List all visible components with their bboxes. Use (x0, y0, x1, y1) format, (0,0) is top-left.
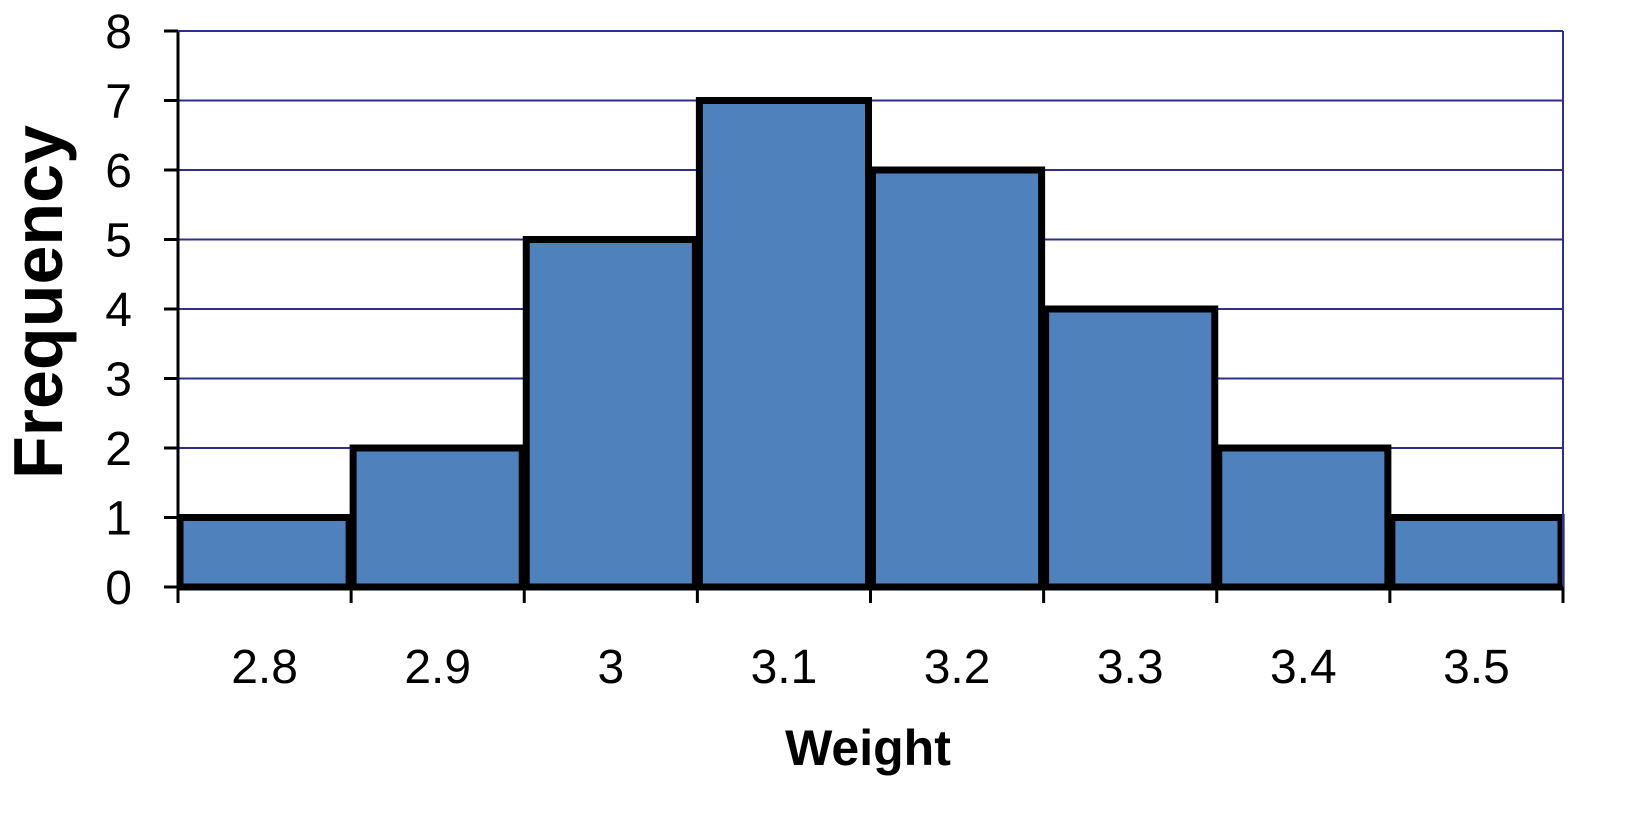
bar (869, 166, 1046, 591)
y-tick-label: 0 (105, 562, 132, 615)
y-axis-title: Frequency (0, 125, 77, 479)
bar (1388, 514, 1565, 591)
y-tick-label: 7 (105, 76, 132, 129)
x-axis-title: Weight (785, 720, 951, 776)
bar (1042, 305, 1219, 591)
y-tick-label: 1 (105, 493, 132, 546)
x-tick-label: 2.9 (404, 641, 471, 694)
bars (176, 97, 1565, 591)
y-tick-label: 4 (105, 284, 132, 337)
x-tick-label: 2.8 (231, 641, 298, 694)
x-tick-labels: 2.8 2.9 3 3.1 3.2 3.3 3.4 3.5 (231, 641, 1510, 694)
bar (176, 514, 353, 591)
y-tick-label: 6 (105, 145, 132, 198)
y-tick-label: 8 (105, 6, 132, 59)
y-tick-label: 2 (105, 423, 132, 476)
y-tick-label: 5 (105, 215, 132, 268)
bar (349, 444, 526, 591)
x-tick-label: 3 (597, 641, 624, 694)
bar (522, 236, 699, 591)
x-tick-label: 3.2 (924, 641, 991, 694)
x-tick-label: 3.4 (1270, 641, 1337, 694)
axes (164, 29, 1565, 603)
bar (1215, 444, 1392, 591)
y-tick-labels: 0 1 2 3 4 5 6 7 8 (105, 6, 132, 615)
y-tick-label: 3 (105, 354, 132, 407)
x-tick-label: 3.3 (1097, 641, 1164, 694)
x-tick-label: 3.5 (1443, 641, 1510, 694)
bar (695, 97, 872, 591)
x-tick-label: 3.1 (751, 641, 818, 694)
